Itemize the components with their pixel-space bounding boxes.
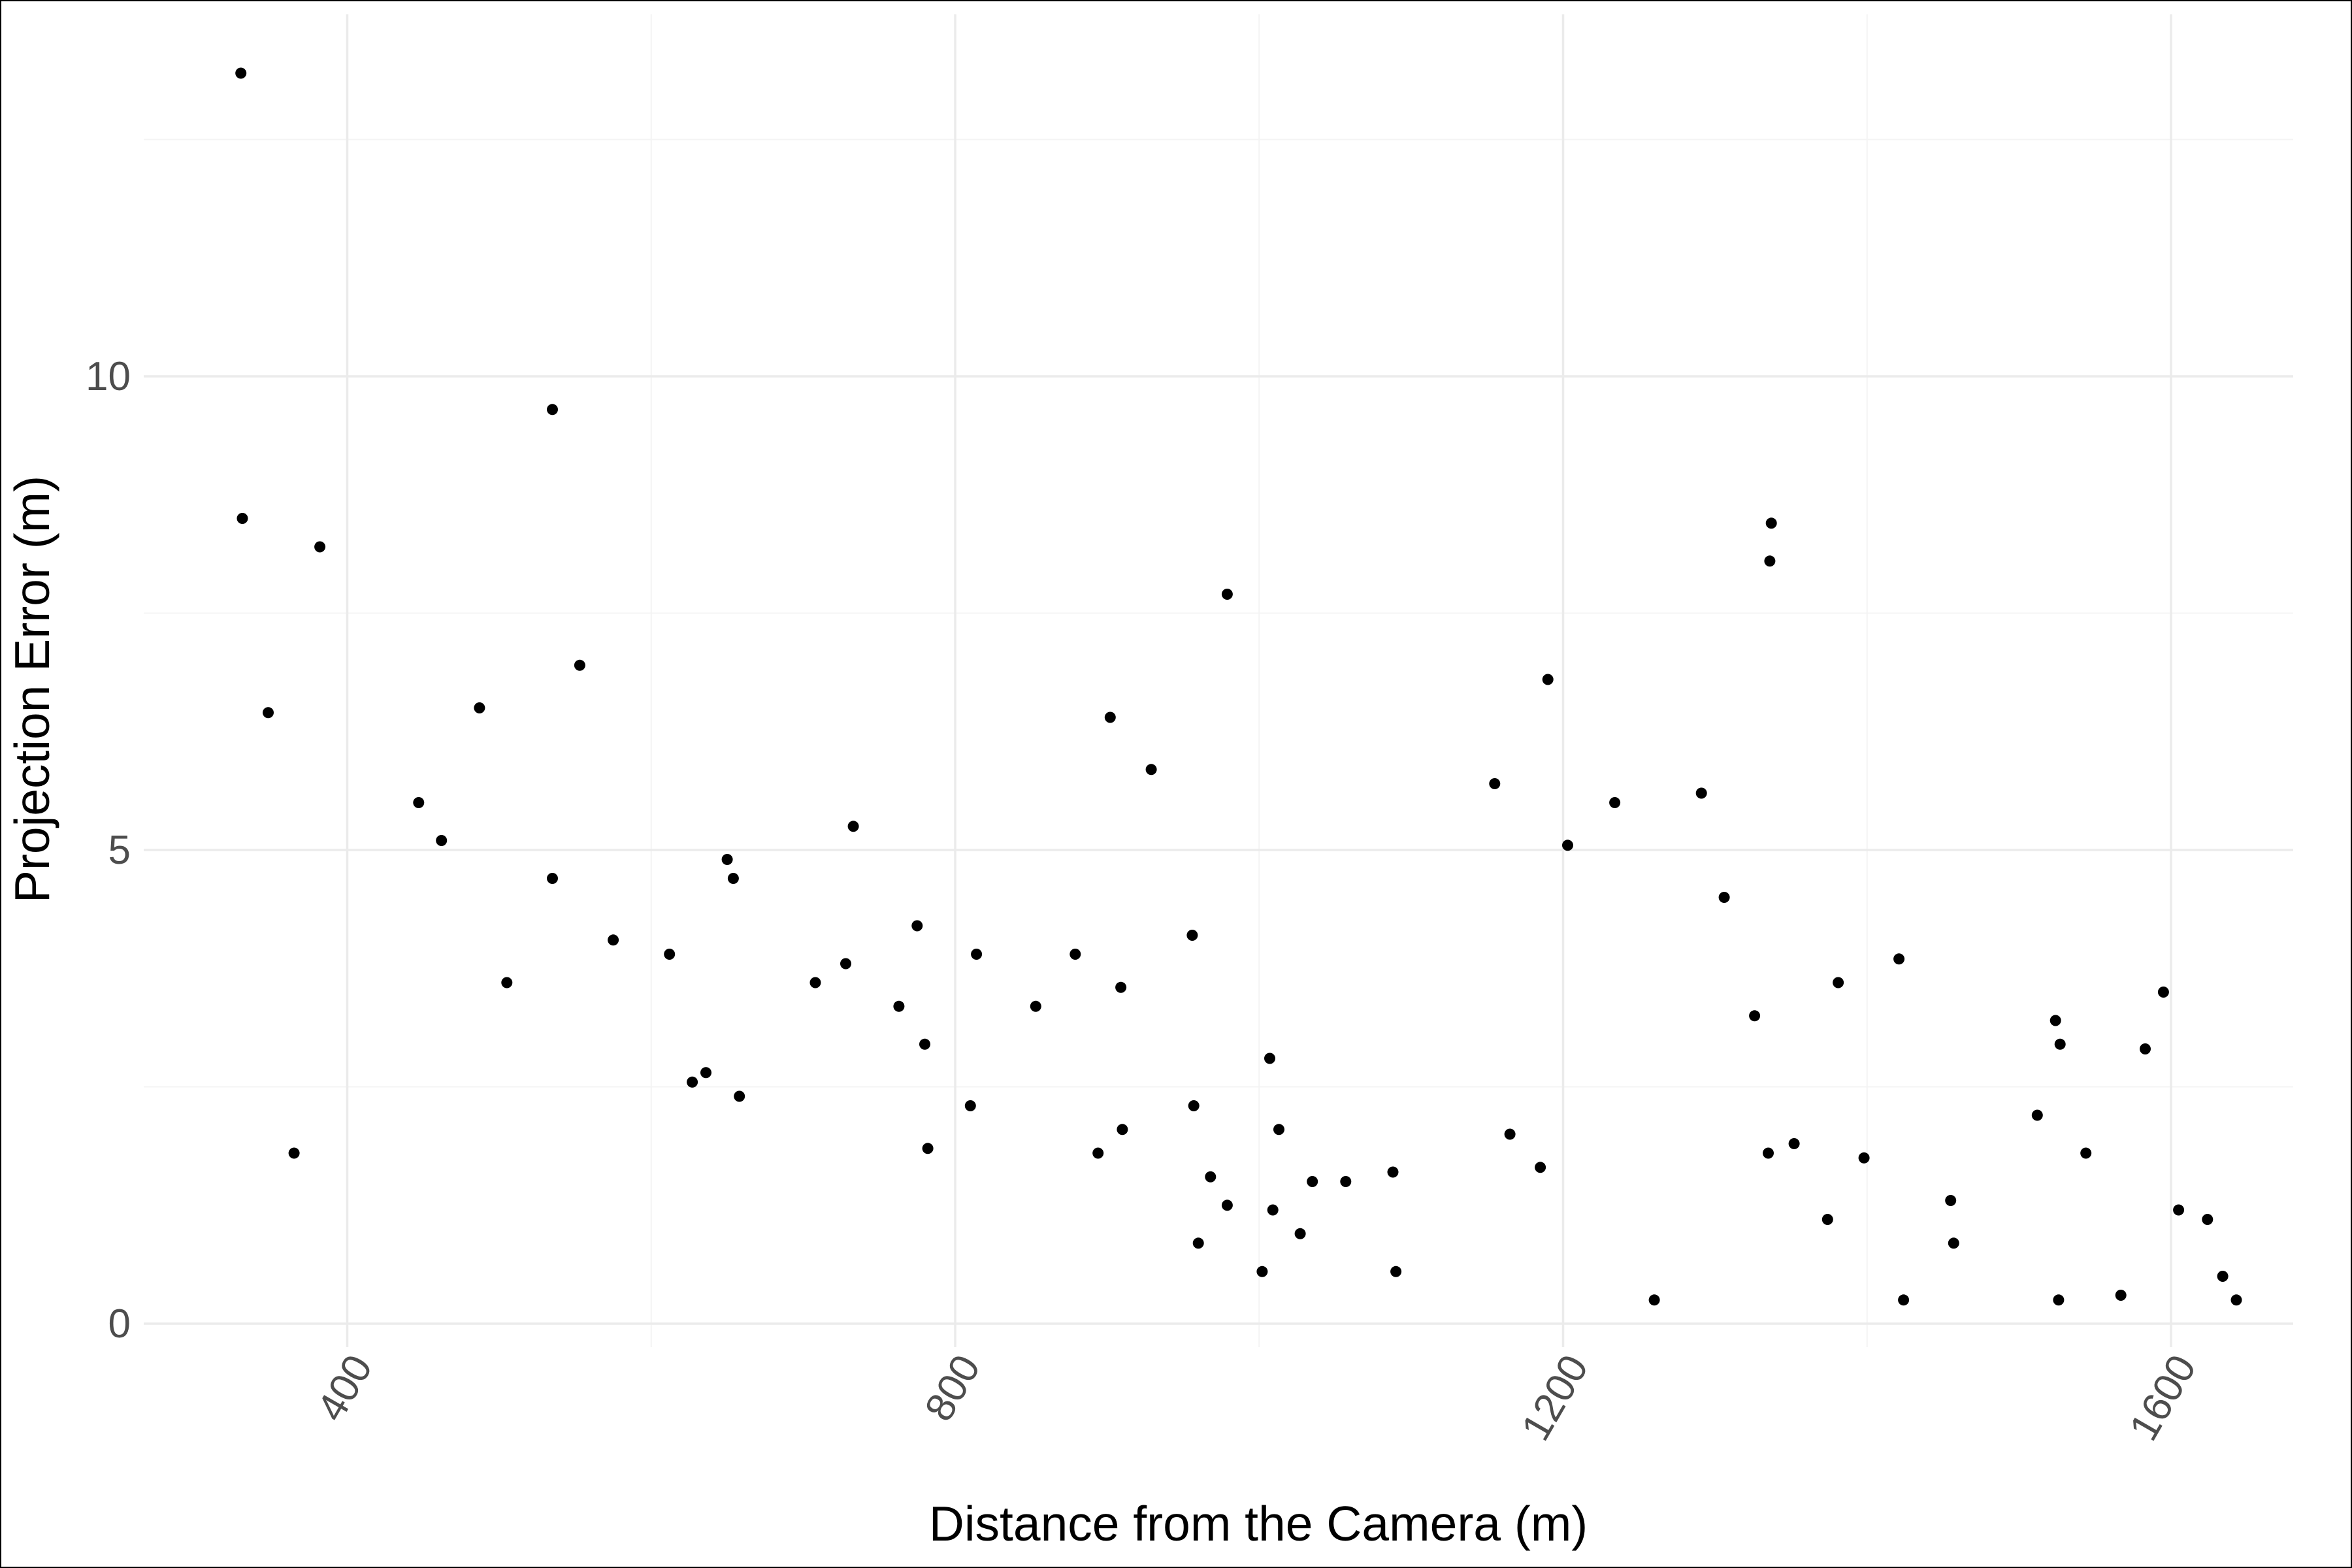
data-point [847, 821, 859, 832]
data-point [1030, 1000, 1041, 1012]
data-point [1267, 1204, 1279, 1216]
data-point [263, 707, 274, 719]
data-point [1648, 1294, 1660, 1306]
grid-lines [144, 14, 2293, 1347]
data-point [2054, 1038, 2066, 1050]
data-point [1535, 1162, 1546, 1173]
data-point [2202, 1214, 2213, 1225]
data-point [2031, 1109, 2043, 1121]
x-tick-label: 800 [917, 1348, 989, 1429]
data-point [919, 1038, 930, 1050]
data-point [288, 1147, 300, 1159]
data-point [1718, 892, 1730, 903]
data-point [1945, 1195, 1957, 1206]
data-point [1273, 1124, 1284, 1135]
data-points [235, 67, 2242, 1306]
x-tick-label: 1600 [2121, 1348, 2205, 1448]
y-tick-label: 5 [108, 828, 131, 873]
x-axis-title: Distance from the Camera (m) [929, 1496, 1588, 1551]
data-point [1104, 711, 1116, 723]
x-tick-label: 1200 [1513, 1348, 1597, 1448]
data-point [1221, 1200, 1233, 1211]
data-point [727, 873, 739, 884]
data-point [608, 934, 619, 946]
data-point [2080, 1147, 2092, 1159]
data-point [2217, 1271, 2229, 1282]
data-point [1256, 1266, 1268, 1277]
data-point [1489, 778, 1501, 789]
data-point [1788, 1138, 1800, 1149]
data-point [1948, 1237, 1959, 1249]
data-point [893, 1000, 905, 1012]
data-point [1765, 517, 1777, 529]
data-point [547, 873, 558, 884]
y-axis-ticks: 0 5 10 [86, 354, 131, 1347]
data-point [501, 977, 513, 988]
data-point [1145, 764, 1157, 776]
data-point [2050, 1015, 2061, 1026]
data-point [1764, 555, 1776, 567]
data-point [1390, 1266, 1402, 1277]
data-point [1340, 1176, 1352, 1187]
data-point [2140, 1043, 2151, 1054]
data-point [1221, 589, 1233, 600]
x-tick-label: 400 [308, 1348, 381, 1429]
data-point [1070, 949, 1081, 960]
data-point [1115, 981, 1127, 993]
data-point [1898, 1294, 1910, 1306]
data-point [1117, 1124, 1128, 1135]
data-point [1092, 1147, 1104, 1159]
data-point [1264, 1053, 1275, 1064]
data-point [1749, 1010, 1761, 1022]
data-point [574, 659, 585, 671]
y-axis-title: Projection Error (m) [5, 476, 59, 903]
data-point [1205, 1171, 1217, 1183]
data-point [1763, 1147, 1774, 1159]
data-point [547, 404, 558, 416]
data-point [1504, 1128, 1516, 1140]
data-point [1562, 840, 1573, 851]
data-point [314, 541, 326, 553]
data-point [2230, 1294, 2242, 1306]
data-point [1188, 1100, 1200, 1111]
data-point [2115, 1290, 2127, 1301]
data-point [2053, 1294, 2065, 1306]
data-point [436, 835, 448, 846]
data-point [1858, 1152, 1870, 1164]
data-point [1192, 1237, 1204, 1249]
data-point [1833, 977, 1844, 988]
data-point [840, 958, 851, 970]
data-point [474, 702, 485, 713]
data-point [1186, 930, 1198, 941]
data-point [687, 1076, 698, 1088]
data-point [1542, 674, 1554, 685]
data-point [235, 67, 247, 79]
data-point [734, 1090, 745, 1102]
data-point [1893, 953, 1905, 965]
data-point [700, 1067, 711, 1079]
data-point [413, 797, 425, 808]
data-point [1294, 1228, 1306, 1239]
data-point [237, 513, 248, 524]
data-point [922, 1143, 934, 1154]
y-tick-label: 10 [86, 354, 131, 399]
data-point [911, 920, 923, 932]
x-axis-ticks: 400 800 1200 1600 [308, 1348, 2205, 1448]
data-point [1821, 1214, 1833, 1225]
data-point [971, 949, 983, 960]
data-point [1695, 787, 1707, 799]
data-point [809, 977, 821, 988]
data-point [721, 854, 733, 865]
data-point [1387, 1166, 1399, 1178]
data-point [964, 1100, 976, 1111]
data-point [2157, 987, 2169, 998]
data-point [1609, 797, 1621, 808]
data-point [1307, 1176, 1318, 1187]
data-point [664, 949, 676, 960]
data-point [2173, 1204, 2185, 1216]
y-tick-label: 0 [108, 1301, 131, 1347]
